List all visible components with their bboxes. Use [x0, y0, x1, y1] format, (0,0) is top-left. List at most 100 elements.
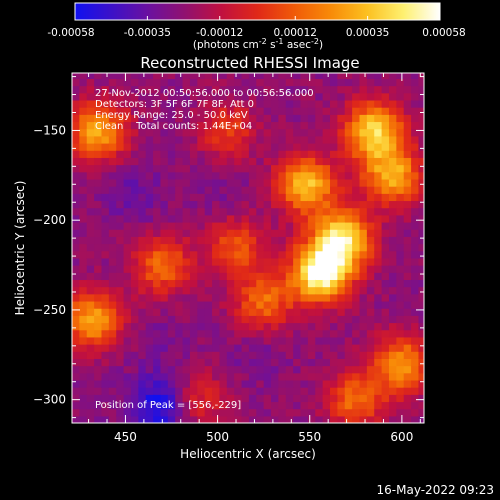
heatmap-cell	[366, 178, 375, 187]
heatmap-cell	[256, 135, 265, 144]
heatmap-cell	[307, 286, 316, 295]
heatmap-cell	[411, 401, 420, 410]
heatmap-cell	[322, 236, 331, 245]
heatmap-cell	[72, 236, 80, 245]
heatmap-cell	[330, 308, 338, 316]
heatmap-cell	[315, 415, 324, 423]
heatmap-cell	[145, 408, 154, 417]
heatmap-cell	[123, 207, 132, 216]
heatmap-cell	[285, 150, 294, 158]
heatmap-cell	[79, 114, 88, 123]
heatmap-cell	[315, 150, 324, 158]
heatmap-cell	[145, 272, 154, 281]
heatmap-cell	[234, 200, 243, 209]
heatmap-cell	[79, 415, 88, 423]
heatmap-cell	[418, 92, 424, 101]
heatmap-cell	[381, 293, 390, 302]
heatmap-cell	[160, 207, 169, 216]
heatmap-cell	[374, 286, 383, 295]
heatmap-cell	[123, 322, 132, 331]
heatmap-cell	[315, 178, 324, 187]
heatmap-cell	[256, 207, 265, 216]
heatmap-cell	[204, 121, 213, 130]
heatmap-cell	[293, 272, 302, 281]
heatmap-cell	[204, 78, 213, 87]
heatmap-cell	[388, 257, 397, 266]
heatmap-cell	[300, 344, 309, 352]
heatmap-cell	[396, 92, 405, 101]
heatmap-cell	[411, 336, 420, 345]
heatmap-cell	[418, 107, 424, 115]
heatmap-cell	[256, 408, 265, 417]
heatmap-cell	[285, 214, 294, 223]
heatmap-cell	[101, 150, 110, 158]
heatmap-cell	[212, 387, 221, 395]
heatmap-cell	[396, 415, 405, 423]
heatmap-cell	[293, 207, 302, 216]
heatmap-cell	[204, 379, 213, 388]
heatmap-cell	[138, 265, 147, 273]
heatmap-cell	[381, 178, 390, 187]
heatmap-cell	[197, 408, 206, 417]
heatmap-cell	[182, 322, 191, 331]
heatmap-cell	[234, 365, 243, 374]
heatmap-cell	[138, 236, 147, 245]
heatmap-cell	[197, 85, 206, 94]
heatmap-cell	[322, 379, 331, 388]
heatmap-cell	[108, 229, 117, 237]
heatmap-cell	[403, 92, 412, 101]
heatmap-cell	[366, 92, 375, 101]
heatmap-cell	[278, 229, 287, 237]
heatmap-cell	[293, 128, 302, 137]
heatmap-cell	[330, 379, 338, 388]
heatmap-cell	[101, 221, 110, 230]
heatmap-cell	[241, 128, 250, 137]
heatmap-cell	[197, 358, 206, 367]
heatmap-cell	[130, 85, 139, 94]
heatmap-cell	[153, 300, 162, 309]
heatmap-cell	[388, 315, 397, 324]
heatmap-cell	[322, 394, 331, 403]
heatmap-cell	[411, 128, 420, 137]
heatmap-cell	[204, 85, 213, 94]
heatmap-cell	[315, 200, 324, 209]
heatmap-cell	[315, 315, 324, 324]
heatmap-cell	[123, 150, 132, 158]
heatmap-cell	[212, 236, 221, 245]
heatmap-cell	[241, 221, 250, 230]
heatmap-cell	[212, 99, 221, 108]
heatmap-cell	[130, 193, 139, 202]
heatmap-cell	[204, 221, 213, 230]
heatmap-cell	[396, 272, 405, 281]
heatmap-cell	[182, 221, 191, 230]
heatmap-cell	[108, 401, 117, 410]
heatmap-cell	[182, 99, 191, 108]
heatmap-cell	[226, 365, 235, 374]
heatmap-cell	[359, 236, 368, 245]
heatmap-cell	[189, 92, 198, 101]
heatmap-cell	[153, 265, 162, 273]
heatmap-cell	[271, 178, 280, 187]
heatmap-cell	[212, 308, 221, 316]
heatmap-cell	[86, 99, 95, 108]
heatmap-cell	[241, 272, 250, 281]
heatmap-cell	[197, 272, 206, 281]
heatmap-cell	[278, 351, 287, 359]
heatmap-cell	[344, 164, 353, 173]
heatmap-cell	[352, 236, 361, 245]
footer-timestamp: 16-May-2022 09:23	[377, 483, 494, 497]
heatmap-cell	[403, 78, 412, 87]
heatmap-cell	[315, 358, 324, 367]
heatmap-cell	[330, 372, 338, 381]
heatmap-cell	[72, 143, 80, 151]
heatmap-cell	[300, 229, 309, 237]
heatmap-cell	[271, 92, 280, 101]
heatmap-image	[72, 73, 424, 423]
heatmap-cell	[79, 322, 88, 331]
heatmap-cell	[197, 107, 206, 115]
heatmap-cell	[197, 164, 206, 173]
heatmap-cell	[293, 300, 302, 309]
heatmap-cell	[330, 171, 338, 180]
heatmap-cell	[278, 186, 287, 194]
heatmap-cell	[396, 99, 405, 108]
